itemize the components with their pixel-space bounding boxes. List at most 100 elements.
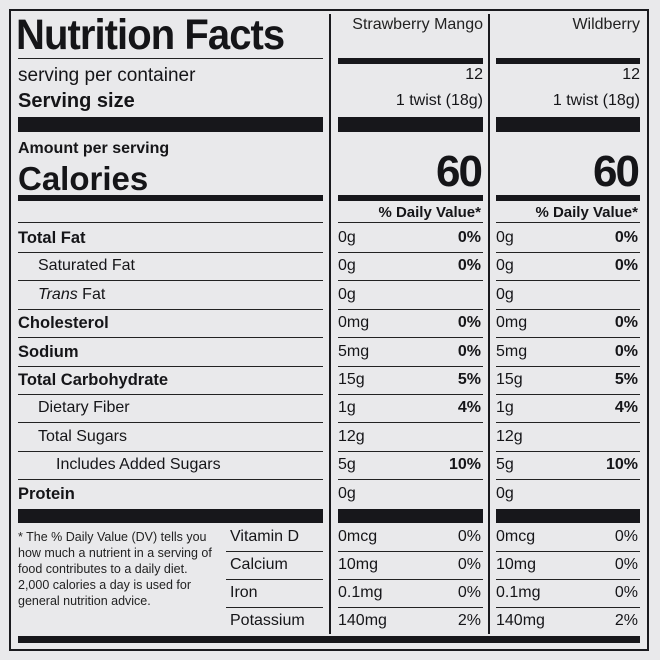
nutrient-amount: 15g xyxy=(338,371,365,388)
serving-size-value: 1 twist (18g) xyxy=(395,92,483,109)
divider xyxy=(496,394,640,395)
nutrient-daily-value: 0% xyxy=(614,229,638,246)
vitamin-daily-value: 0% xyxy=(457,556,481,573)
divider xyxy=(338,579,483,580)
nutrient-label: Saturated Fat xyxy=(38,258,135,274)
nutrient-daily-value: 0% xyxy=(457,314,481,331)
product-name: Strawberry Mango xyxy=(352,16,483,33)
nutrient-label-text: Includes Added Sugars xyxy=(56,456,221,473)
servings-label: serving per container xyxy=(18,65,196,86)
divider xyxy=(338,394,483,395)
divider xyxy=(18,451,323,452)
divider xyxy=(18,58,323,59)
nutrient-label: Includes Added Sugars xyxy=(56,457,221,473)
divider xyxy=(338,280,483,281)
medium-bar xyxy=(496,58,640,64)
vitamin-amount: 0.1mg xyxy=(338,584,383,601)
nutrient-label-text: Total Fat xyxy=(18,229,86,247)
nutrient-amount: 0g xyxy=(496,257,514,274)
nutrient-label-text: Protein xyxy=(18,485,75,503)
vitamin-daily-value: 2% xyxy=(614,612,638,629)
divider xyxy=(496,607,640,608)
nutrient-daily-value: 10% xyxy=(605,456,638,473)
divider xyxy=(226,551,323,552)
thick-bar xyxy=(18,509,323,523)
nutrient-amount: 12g xyxy=(338,428,365,445)
medium-bar xyxy=(496,195,640,201)
daily-value-footnote: * The % Daily Value (DV) tells you how m… xyxy=(18,530,212,608)
divider xyxy=(496,551,640,552)
nutrient-label: Total Fat xyxy=(18,230,86,247)
nutrient-daily-value: 0% xyxy=(457,257,481,274)
nutrient-label: Dietary Fiber xyxy=(38,400,130,416)
divider xyxy=(496,337,640,338)
medium-bar xyxy=(18,195,323,201)
nutrient-amount: 15g xyxy=(496,371,523,388)
divider xyxy=(18,222,323,223)
nutrient-daily-value: 0% xyxy=(614,257,638,274)
nutrient-label-text: Sodium xyxy=(18,343,79,361)
divider xyxy=(18,337,323,338)
nutrient-daily-value: 0% xyxy=(614,343,638,360)
vitamin-label: Iron xyxy=(230,584,258,601)
nutrient-amount: 0mg xyxy=(338,314,370,331)
nutrient-amount: 0g xyxy=(338,257,356,274)
divider xyxy=(338,479,483,480)
column-divider xyxy=(488,14,490,634)
nutrient-amount: 0g xyxy=(496,286,514,303)
column-divider xyxy=(329,14,331,634)
vitamin-daily-value: 0% xyxy=(614,584,638,601)
divider xyxy=(496,252,640,253)
nutrient-amount: 0g xyxy=(496,485,514,502)
vitamin-amount: 0mcg xyxy=(496,528,536,545)
bottom-bar xyxy=(18,636,640,643)
calories-value: 60 xyxy=(593,147,640,196)
divider xyxy=(18,422,323,423)
serving-size-value: 1 twist (18g) xyxy=(552,92,640,109)
divider xyxy=(18,366,323,367)
divider xyxy=(338,366,483,367)
product-name: Wildberry xyxy=(572,16,640,33)
divider xyxy=(496,280,640,281)
vitamin-daily-value: 2% xyxy=(457,612,481,629)
divider xyxy=(338,551,483,552)
nutrient-label: Protein xyxy=(18,486,75,503)
vitamin-daily-value: 0% xyxy=(457,584,481,601)
vitamin-daily-value: 0% xyxy=(614,556,638,573)
servings-value: 12 xyxy=(622,66,640,83)
nutrient-amount: 0g xyxy=(496,229,514,246)
divider xyxy=(18,394,323,395)
divider xyxy=(226,579,323,580)
nutrient-label: Trans Fat xyxy=(38,287,105,303)
divider xyxy=(496,422,640,423)
vitamin-label: Vitamin D xyxy=(230,528,300,545)
nutrient-amount: 5mg xyxy=(496,343,528,360)
nutrient-amount: 1g xyxy=(496,399,514,416)
thick-bar xyxy=(496,509,640,523)
nutrient-amount: 0g xyxy=(338,485,356,502)
nutrient-label-text: Total Carbohydrate xyxy=(18,371,169,389)
nutrient-daily-value: 5% xyxy=(457,371,481,388)
nutrient-amount: 0mg xyxy=(496,314,528,331)
nutrient-amount: 0g xyxy=(338,286,356,303)
nutrient-daily-value: 5% xyxy=(614,371,638,388)
nutrient-label-text: Total Sugars xyxy=(38,428,127,445)
serving-size-label: Serving size xyxy=(18,90,135,112)
label-title: Nutrition Facts xyxy=(16,11,285,59)
nutrient-amount: 5g xyxy=(338,456,356,473)
divider xyxy=(496,366,640,367)
nutrient-daily-value: 10% xyxy=(448,456,481,473)
nutrient-amount: 12g xyxy=(496,428,523,445)
divider xyxy=(18,479,323,480)
divider xyxy=(338,422,483,423)
thick-bar xyxy=(338,117,483,132)
vitamin-amount: 0.1mg xyxy=(496,584,541,601)
vitamin-amount: 10mg xyxy=(496,556,537,573)
divider xyxy=(226,607,323,608)
thick-bar xyxy=(338,509,483,523)
nutrient-daily-value: 4% xyxy=(457,399,481,416)
servings-value: 12 xyxy=(465,66,483,83)
vitamin-amount: 0mcg xyxy=(338,528,378,545)
nutrient-label-italic: Trans xyxy=(38,286,78,303)
divider xyxy=(496,451,640,452)
